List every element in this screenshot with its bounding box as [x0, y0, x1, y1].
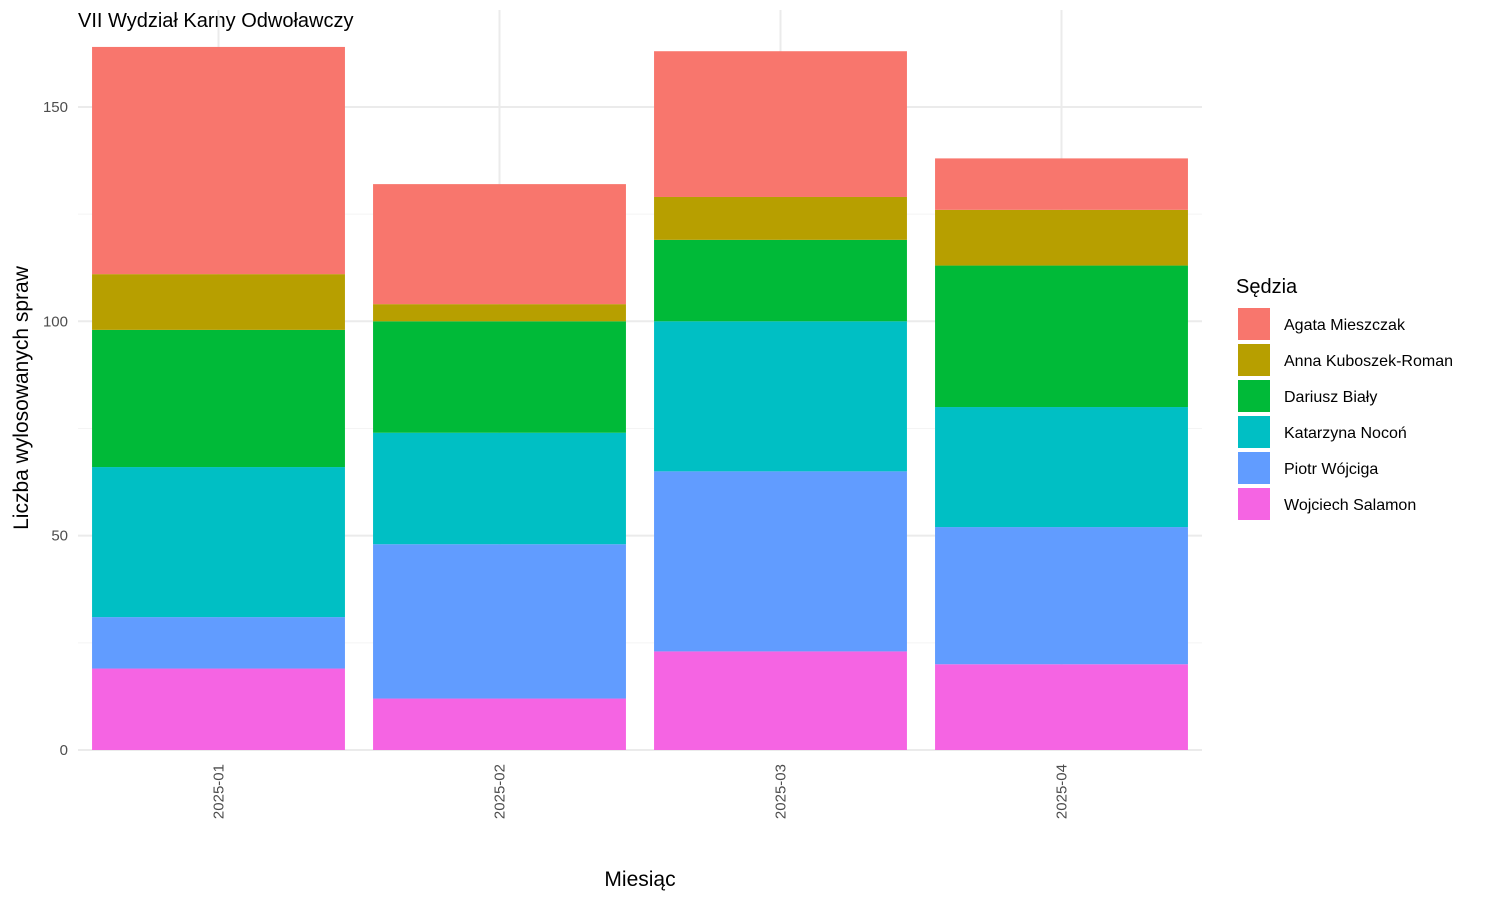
bar-segment	[373, 432, 626, 545]
bar-segment	[935, 407, 1188, 528]
x-tick-label: 2025-04	[1054, 764, 1071, 819]
x-tick-label: 2025-01	[211, 764, 228, 819]
y-tick-label: 50	[51, 528, 68, 545]
x-tick-label: 2025-03	[773, 764, 790, 819]
legend-label: Anna Kuboszek-Roman	[1284, 353, 1453, 370]
bars	[92, 46, 1188, 750]
legend-key	[1238, 452, 1270, 484]
x-tick-label: 2025-02	[492, 764, 509, 819]
bar-segment	[92, 668, 345, 750]
bar-segment	[654, 51, 907, 197]
bar-segment	[92, 467, 345, 618]
bar-segment	[935, 664, 1188, 750]
legend-key	[1238, 416, 1270, 448]
bar-segment	[654, 651, 907, 750]
legend-label: Wojciech Salamon	[1284, 497, 1416, 514]
legend: Sędzia Agata Mieszczak Anna Kuboszek-Roma…	[1236, 276, 1453, 520]
bar-segment	[935, 209, 1188, 266]
y-axis-ticks: 0 50 100 150	[43, 99, 68, 759]
legend-title: Sędzia	[1236, 276, 1298, 298]
bar-segment	[92, 46, 345, 275]
bar-segment	[92, 274, 345, 330]
y-axis-title: Liczba wylosowanych spraw	[10, 265, 33, 530]
legend-key	[1238, 380, 1270, 412]
legend-key	[1238, 488, 1270, 520]
legend-key	[1238, 308, 1270, 340]
legend-label: Agata Mieszczak	[1284, 317, 1406, 334]
bar-segment	[935, 158, 1188, 210]
x-axis-title: Miesiąc	[604, 868, 675, 891]
bar-segment	[654, 471, 907, 652]
legend-key	[1238, 344, 1270, 376]
bar-segment	[935, 265, 1188, 408]
bar-segment	[92, 329, 345, 468]
bar-segment	[654, 196, 907, 240]
bar-segment	[373, 698, 626, 750]
y-tick-label: 100	[43, 313, 68, 330]
legend-label: Katarzyna Nocoń	[1284, 425, 1407, 442]
y-tick-label: 0	[60, 742, 68, 759]
y-tick-label: 150	[43, 99, 68, 116]
bar-segment	[654, 239, 907, 322]
bar-segment	[373, 321, 626, 433]
bar-segment	[373, 184, 626, 305]
x-axis-ticks: 2025-01 2025-02 2025-03 2025-04	[211, 764, 1071, 819]
chart-title: VII Wydział Karny Odwoławczy	[78, 10, 353, 32]
bar-segment	[654, 321, 907, 472]
bar-segment	[935, 527, 1188, 665]
bar-segment	[92, 617, 345, 669]
legend-label: Piotr Wójciga	[1284, 461, 1378, 478]
bar-segment	[373, 304, 626, 322]
legend-label: Dariusz Biały	[1284, 389, 1377, 406]
bar-segment	[373, 544, 626, 699]
